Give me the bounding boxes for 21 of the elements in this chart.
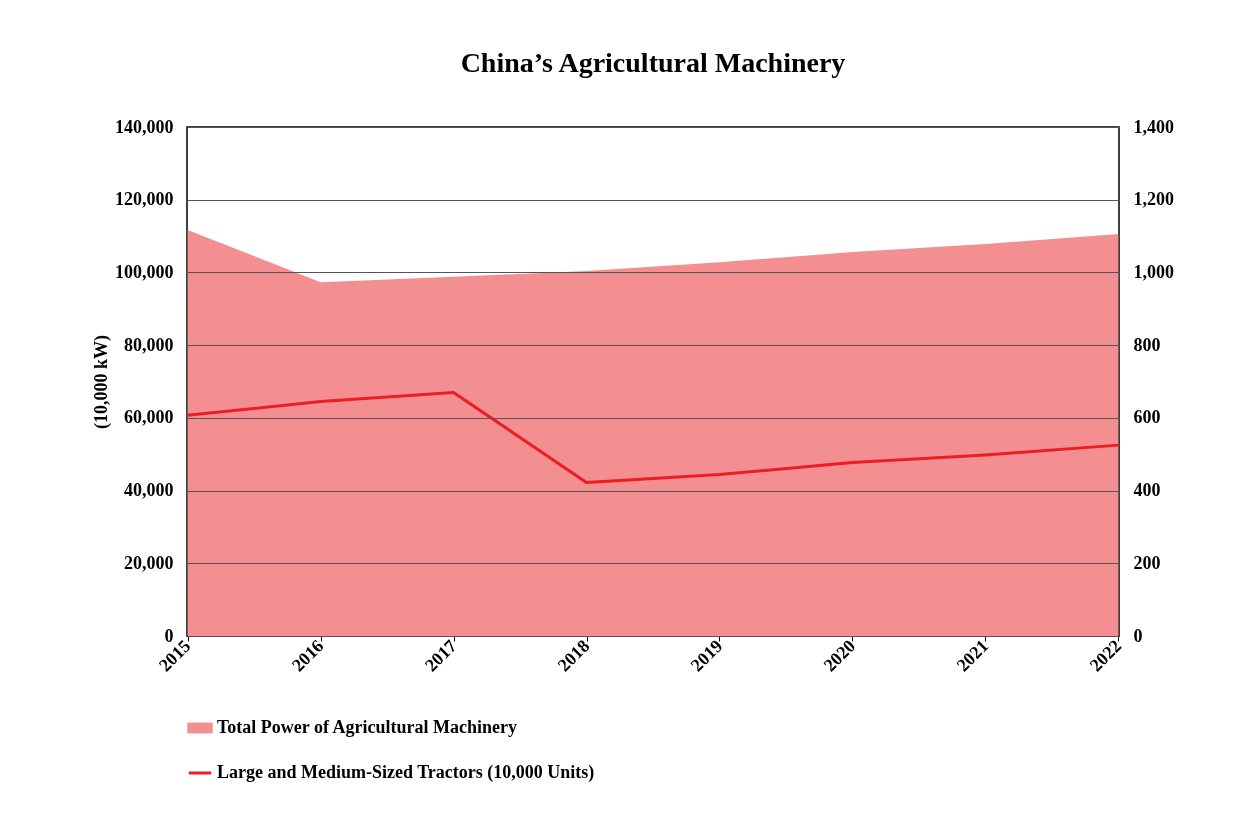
line-series xyxy=(186,390,1120,485)
y2-tick-label: 1,200 xyxy=(1133,189,1174,210)
legend-label: Large and Medium-Sized Tractors (10,000 Units) xyxy=(217,762,595,783)
y2-tick-label: 1,000 xyxy=(1133,261,1174,282)
y2-tick-label: 400 xyxy=(1133,480,1161,501)
chart-title: China’s Agricultural Machinery xyxy=(460,47,846,78)
y-tick-label: 120,000 xyxy=(115,189,174,210)
y-axis-title: (10,000 kW) xyxy=(91,335,112,429)
y2-tick-label: 800 xyxy=(1133,334,1161,355)
y-tick-label: 60,000 xyxy=(124,407,174,428)
y-tick-label: 100,000 xyxy=(115,261,174,282)
y2-tick-label: 200 xyxy=(1133,552,1161,573)
legend-label: Total Power of Agricultural Machinery xyxy=(217,717,517,737)
y-tick-label: 40,000 xyxy=(124,480,174,501)
y2-tick-label: 600 xyxy=(1133,407,1161,428)
y-tick-label: 140,000 xyxy=(115,116,174,137)
y2-tick-label: 0 xyxy=(1133,625,1143,646)
y-tick-label: 20,000 xyxy=(124,552,174,573)
y2-tick-label: 1,400 xyxy=(1133,116,1174,137)
y-tick-label: 0 xyxy=(164,625,174,646)
y-tick-label: 80,000 xyxy=(124,334,174,355)
